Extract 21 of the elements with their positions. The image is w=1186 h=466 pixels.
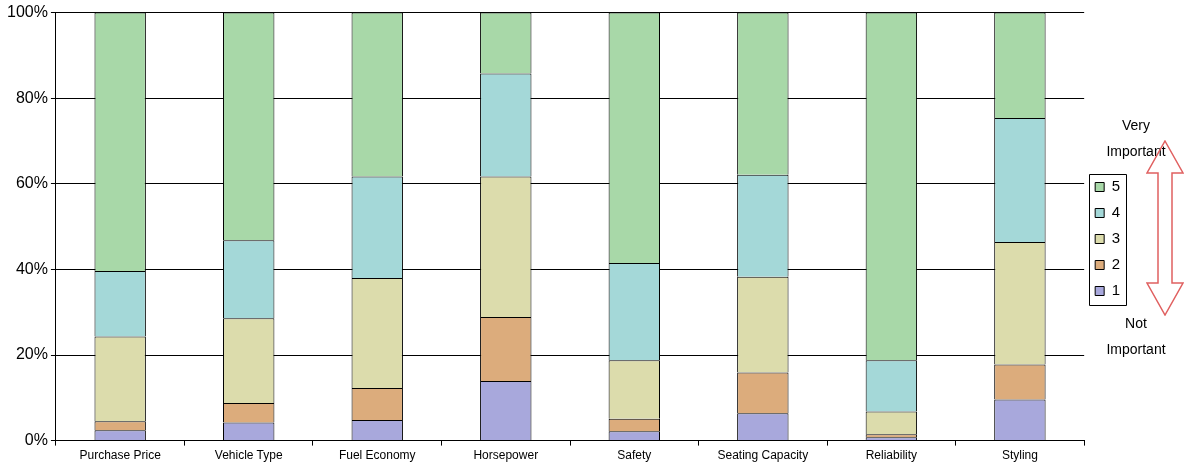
- text: Not Important: [1105, 314, 1167, 359]
- x-tick-label: Fuel Economy: [338, 448, 416, 463]
- x-tick-label: Horsepower: [473, 448, 539, 463]
- y-tick-label: 100%: [7, 3, 48, 21]
- y-tick-label: 60%: [15, 174, 48, 192]
- legend-label: 2: [1111, 255, 1120, 273]
- x-tick-label: Reliability: [865, 448, 918, 463]
- text: Very Important: [1105, 116, 1167, 161]
- x-tick-label: Seating Capacity: [717, 448, 809, 463]
- legend-label: 4: [1111, 203, 1120, 221]
- x-tick-label: Vehicle Type: [214, 448, 283, 463]
- y-tick-label: 20%: [15, 345, 48, 363]
- x-tick-label: Styling: [1001, 448, 1038, 463]
- y-tick-label: 0%: [24, 431, 48, 449]
- y-tick-label: 80%: [15, 88, 48, 106]
- y-tick-label: 40%: [15, 259, 48, 277]
- x-tick-label: Purchase Price: [79, 448, 162, 463]
- legend-label: 5: [1111, 177, 1120, 195]
- legend-label: 3: [1111, 229, 1120, 247]
- legend-label: 1: [1111, 281, 1120, 299]
- x-tick-label: Safety: [617, 448, 652, 463]
